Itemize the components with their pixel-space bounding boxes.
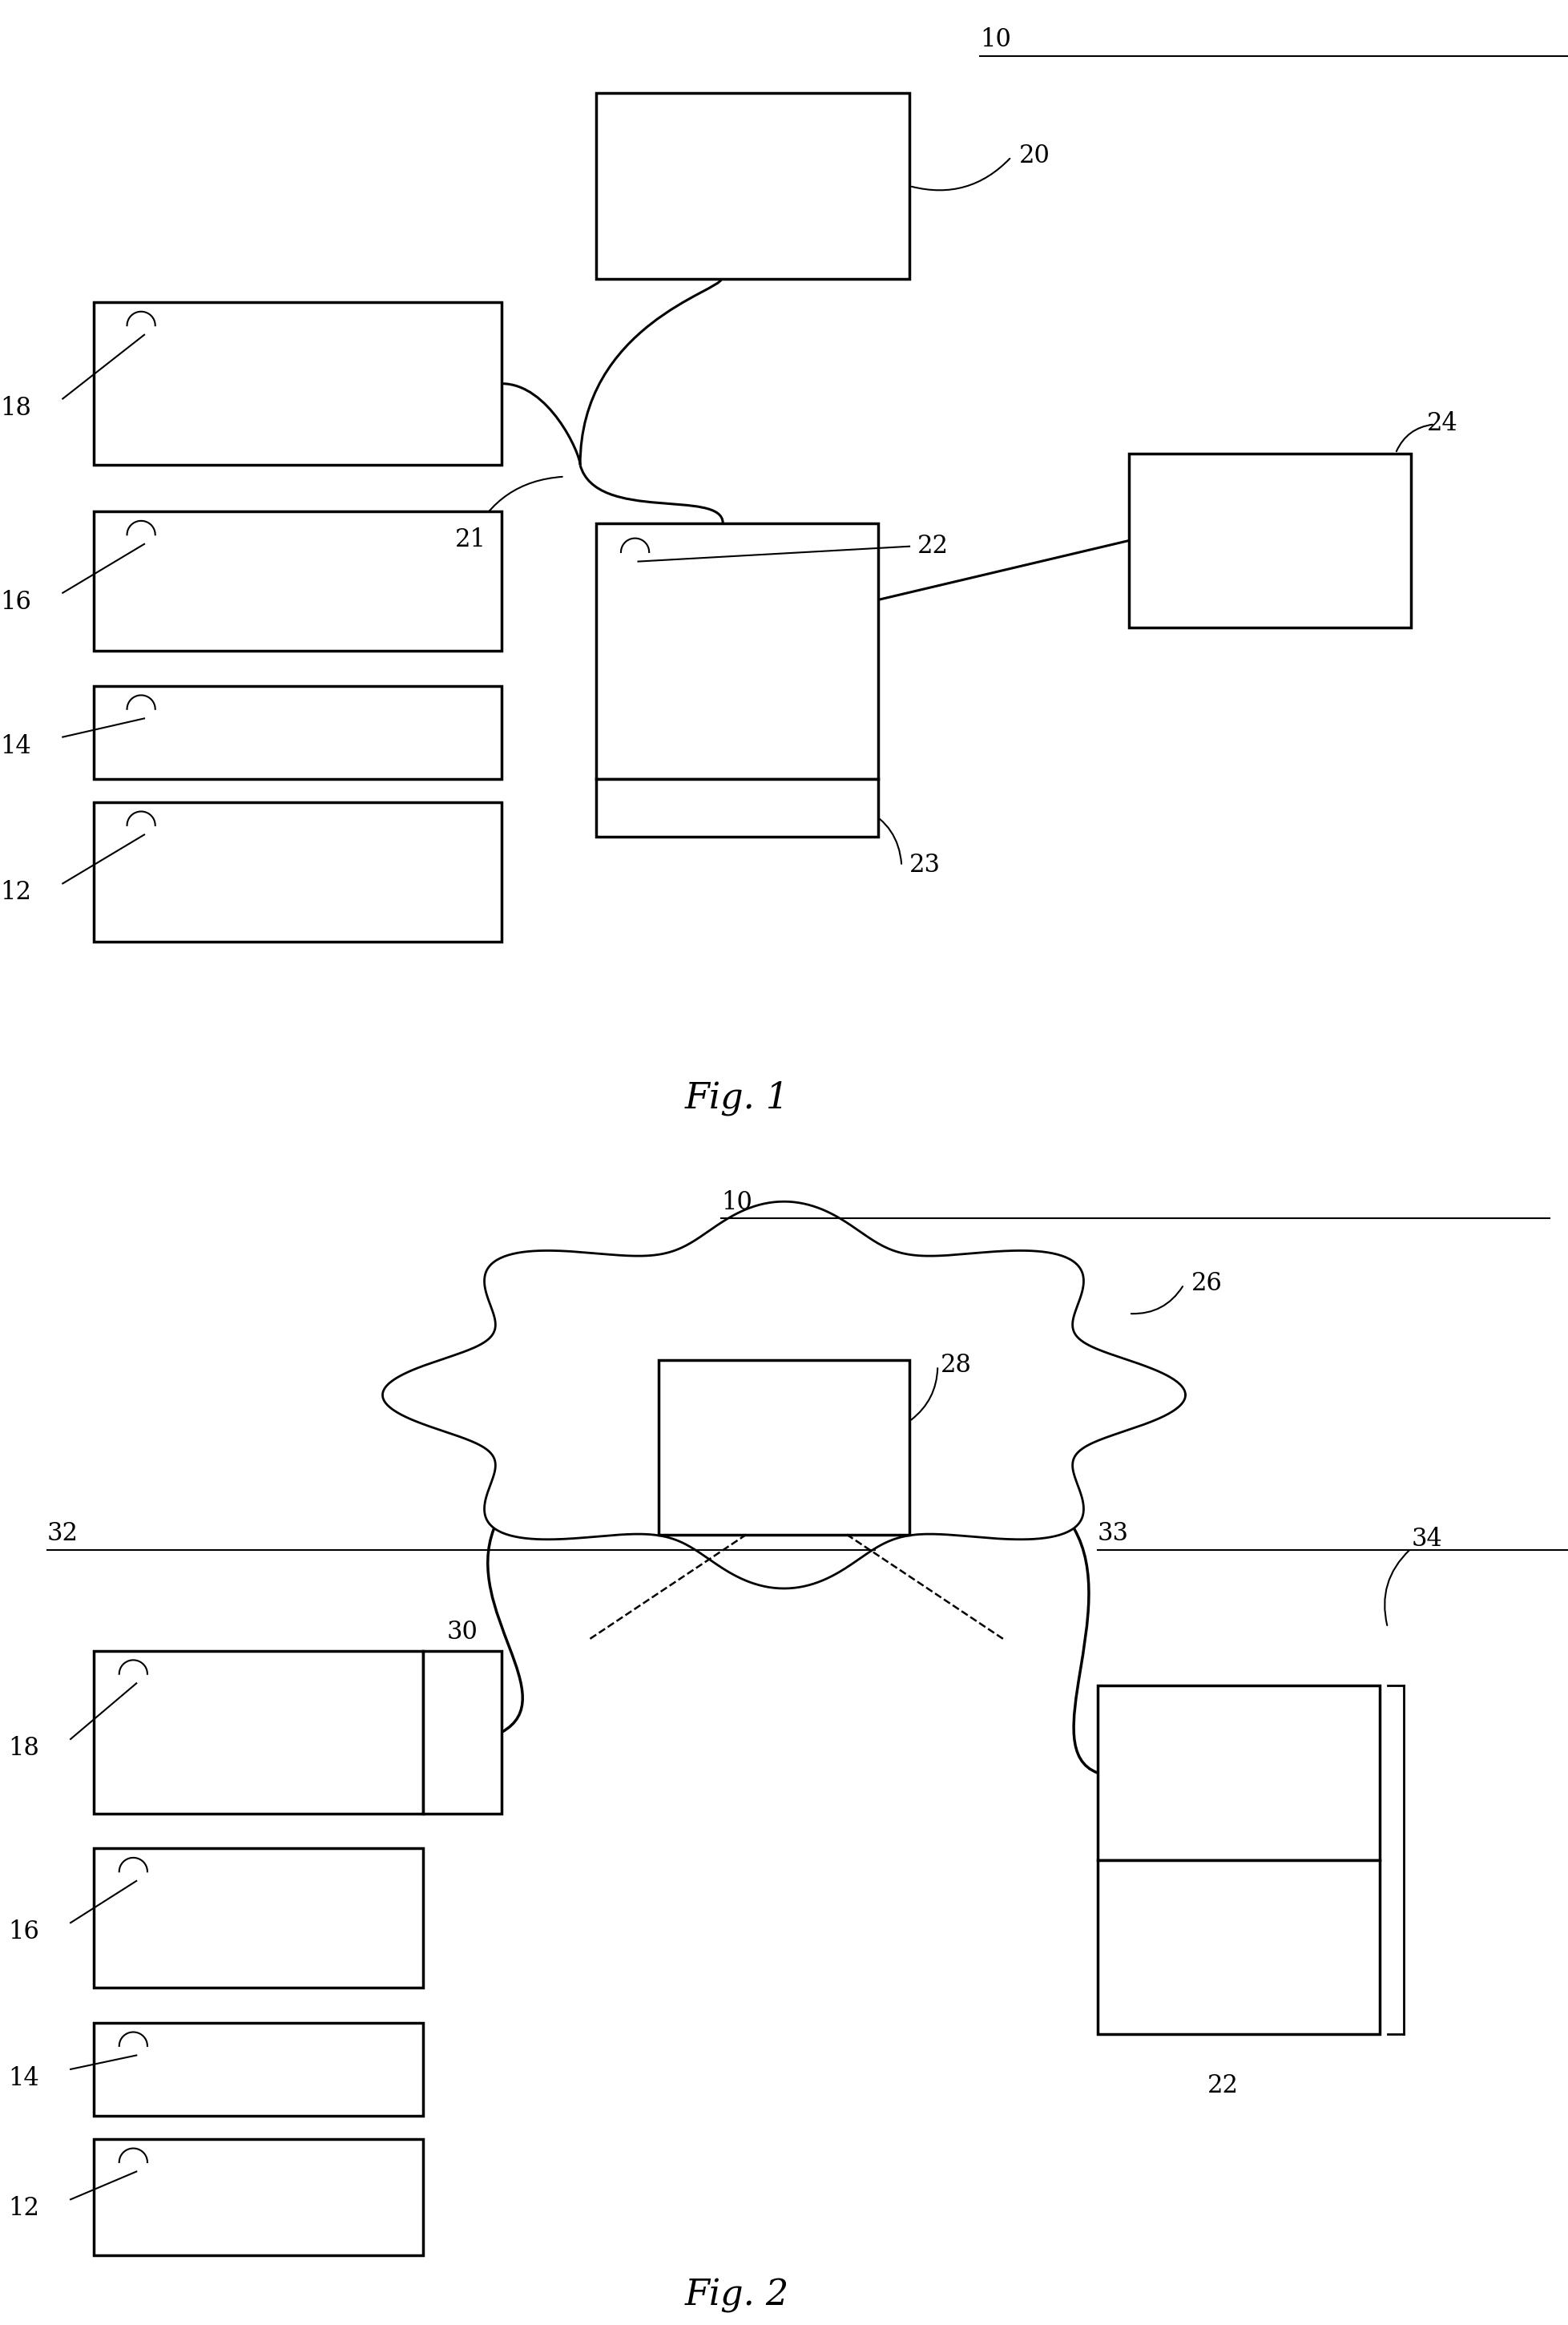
Text: 14: 14 bbox=[8, 2067, 39, 2090]
Polygon shape bbox=[383, 1202, 1185, 1588]
Bar bbox=[596, 93, 909, 279]
Bar bbox=[94, 2139, 423, 2255]
Bar bbox=[1098, 1686, 1380, 1860]
Bar bbox=[94, 1651, 423, 1814]
Text: 26: 26 bbox=[1192, 1272, 1223, 1295]
Text: 18: 18 bbox=[0, 395, 31, 421]
Text: 28: 28 bbox=[941, 1353, 972, 1376]
Bar bbox=[94, 512, 502, 651]
Text: 32: 32 bbox=[47, 1521, 78, 1546]
Text: 22: 22 bbox=[917, 535, 949, 558]
Bar bbox=[1098, 1860, 1380, 2034]
Text: 21: 21 bbox=[455, 528, 486, 551]
Bar bbox=[596, 523, 878, 779]
Bar bbox=[94, 302, 502, 465]
Text: 16: 16 bbox=[0, 591, 31, 614]
Text: 18: 18 bbox=[8, 1737, 39, 1760]
Bar bbox=[659, 1360, 909, 1534]
Text: 10: 10 bbox=[980, 28, 1011, 51]
Text: 12: 12 bbox=[8, 2197, 39, 2220]
Text: 23: 23 bbox=[909, 853, 941, 877]
Text: 34: 34 bbox=[1411, 1528, 1443, 1551]
Text: 22: 22 bbox=[1207, 2074, 1239, 2097]
Bar bbox=[1129, 453, 1411, 628]
Bar bbox=[423, 1651, 502, 1814]
Text: 16: 16 bbox=[8, 1920, 39, 1944]
Text: Fig. 1: Fig. 1 bbox=[685, 1081, 789, 1116]
Text: Fig. 2: Fig. 2 bbox=[685, 2278, 789, 2313]
Bar bbox=[94, 686, 502, 779]
Bar bbox=[596, 779, 878, 837]
Text: 14: 14 bbox=[0, 735, 31, 758]
Text: 24: 24 bbox=[1427, 412, 1458, 435]
Bar bbox=[94, 802, 502, 942]
Text: 20: 20 bbox=[1019, 144, 1051, 167]
Text: 33: 33 bbox=[1098, 1521, 1129, 1546]
Bar bbox=[94, 1848, 423, 1988]
Bar bbox=[94, 2023, 423, 2116]
Text: 10: 10 bbox=[721, 1190, 753, 1214]
Text: 12: 12 bbox=[0, 881, 31, 904]
Text: 30: 30 bbox=[447, 1621, 478, 1644]
